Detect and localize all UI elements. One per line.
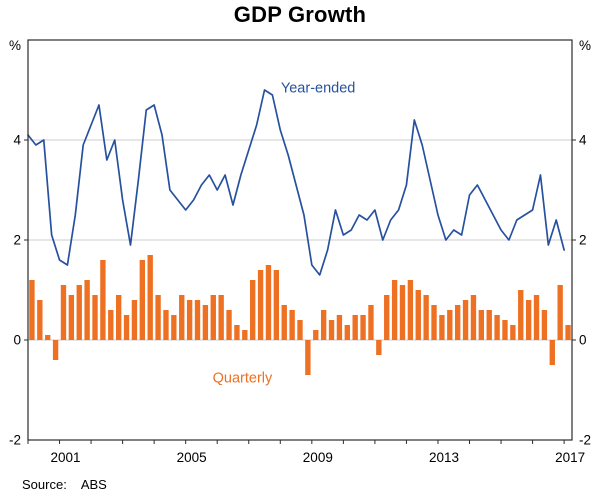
quarterly-bar	[455, 305, 461, 340]
quarterly-bar	[368, 305, 374, 340]
quarterly-bar	[565, 325, 571, 340]
quarterly-bar	[502, 320, 508, 340]
y-unit-left: %	[9, 38, 21, 53]
quarterly-bar	[391, 280, 398, 340]
quarterly-bar	[533, 295, 540, 340]
annotation-year-ended: Year-ended	[281, 81, 355, 97]
quarterly-bar	[155, 295, 161, 340]
quarterly-bar	[45, 335, 51, 340]
quarterly-bar	[139, 260, 145, 340]
quarterly-bar	[462, 300, 469, 340]
y-label-right-4: 4	[579, 133, 587, 148]
quarterly-bar	[344, 325, 350, 340]
quarterly-bar	[115, 295, 122, 340]
y-label-left-2: 2	[13, 233, 21, 248]
quarterly-bar	[210, 295, 216, 340]
quarterly-bar	[328, 320, 335, 340]
quarterly-bar	[194, 300, 201, 340]
quarterly-bar	[265, 265, 272, 340]
quarterly-bar	[60, 285, 67, 340]
quarterly-bar	[360, 315, 366, 340]
quarterly-bar	[76, 285, 82, 340]
quarterly-bar	[518, 290, 524, 340]
quarterly-bar	[84, 280, 90, 340]
y-label-right-0: 0	[579, 333, 587, 348]
quarterly-bar	[549, 340, 555, 365]
y-label-left--2: -2	[9, 433, 21, 448]
quarterly-bar	[257, 270, 264, 340]
quarterly-bar	[163, 310, 169, 340]
quarterly-bar	[376, 340, 382, 355]
quarterly-bar	[352, 315, 358, 340]
annotation-quarterly: Quarterly	[213, 371, 273, 387]
quarterly-bar	[557, 285, 563, 340]
quarterly-bar	[439, 315, 445, 340]
quarterly-bar	[415, 290, 421, 340]
quarterly-bar	[289, 310, 295, 340]
year-ended-line	[27, 89, 565, 276]
quarterly-bar	[336, 315, 343, 340]
quarterly-bar	[541, 310, 548, 340]
quarterly-bar	[37, 300, 43, 340]
quarterly-bar	[305, 340, 311, 375]
y-label-left-4: 4	[13, 133, 21, 148]
x-label-2001: 2001	[51, 450, 81, 465]
quarterly-bar	[52, 340, 59, 360]
quarterly-bar	[123, 315, 130, 340]
x-label-2013: 2013	[429, 450, 459, 465]
quarterly-bar	[313, 330, 319, 340]
quarterly-bar	[92, 295, 98, 340]
quarterly-bar	[171, 315, 177, 340]
quarterly-bar	[147, 255, 153, 340]
quarterly-bar	[510, 325, 516, 340]
quarterly-bar	[202, 305, 209, 340]
quarterly-bar	[423, 295, 429, 340]
quarterly-bar	[250, 280, 256, 340]
quarterly-bar	[234, 325, 240, 340]
quarterly-bar	[218, 295, 224, 340]
y-unit-right: %	[579, 38, 591, 53]
x-label-2017: 2017	[555, 450, 585, 465]
quarterly-bar	[494, 315, 500, 340]
quarterly-bar	[29, 280, 35, 340]
quarterly-bar	[431, 305, 437, 340]
source-note: Source: ABS	[22, 477, 107, 492]
quarterly-bar	[281, 305, 287, 340]
quarterly-bar	[242, 330, 248, 340]
quarterly-bar	[486, 310, 492, 340]
quarterly-bar	[68, 295, 75, 340]
quarterly-bar	[384, 295, 390, 340]
chart-title: GDP Growth	[233, 2, 367, 27]
quarterly-bar	[186, 300, 193, 340]
quarterly-bar	[131, 300, 138, 340]
quarterly-bar	[297, 320, 303, 340]
quarterly-bar	[399, 285, 406, 340]
x-label-2005: 2005	[177, 450, 207, 465]
quarterly-bar	[179, 295, 185, 340]
y-label-right--2: -2	[579, 433, 591, 448]
quarterly-bar	[273, 270, 280, 340]
quarterly-bar	[108, 310, 114, 340]
x-label-2009: 2009	[303, 450, 333, 465]
quarterly-bar	[478, 310, 485, 340]
quarterly-bar	[320, 310, 327, 340]
y-label-left-0: 0	[13, 333, 21, 348]
quarterly-bar	[525, 300, 532, 340]
quarterly-bar	[407, 280, 414, 340]
quarterly-bar	[100, 260, 106, 340]
gdp-chart-canvas: -2 -2 0 0 2 2 4 4% % 2001 2005 2009 2013 2017 Year-end…	[9, 38, 591, 465]
quarterly-bar	[470, 295, 477, 340]
source-label: Source:	[22, 477, 67, 492]
source-value: ABS	[80, 477, 107, 492]
quarterly-bar	[447, 310, 453, 340]
y-label-right-2: 2	[579, 233, 587, 248]
quarterly-bar	[226, 310, 232, 340]
